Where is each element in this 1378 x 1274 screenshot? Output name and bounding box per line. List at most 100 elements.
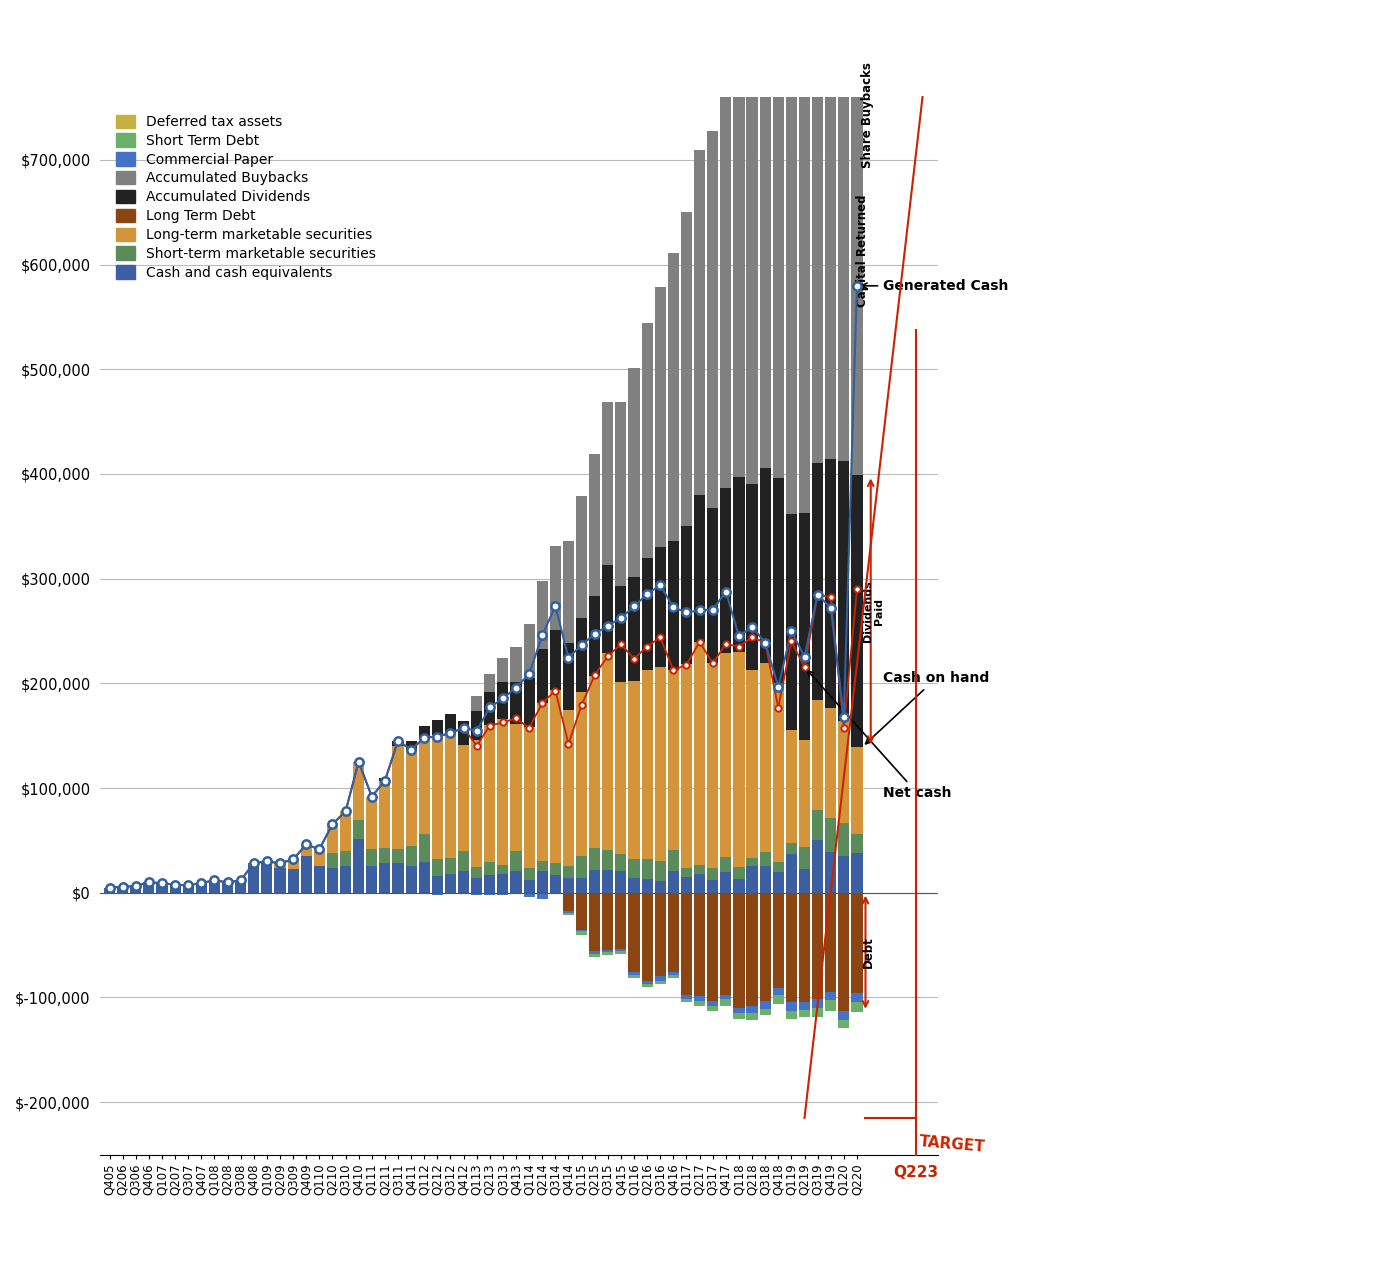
Bar — [484, 725, 495, 861]
Bar — [562, 878, 575, 893]
Bar — [471, 739, 482, 866]
Bar — [695, 996, 706, 1001]
Bar — [562, 643, 575, 710]
Bar — [576, 618, 587, 692]
Bar — [852, 1003, 863, 1012]
Bar — [785, 854, 796, 893]
Bar — [393, 862, 404, 893]
Bar — [812, 462, 823, 701]
Bar — [707, 1006, 718, 1012]
Bar — [616, 682, 627, 854]
Bar — [431, 720, 442, 735]
Bar — [602, 654, 613, 850]
Bar — [616, 893, 627, 949]
Bar — [668, 871, 679, 893]
Bar — [785, 1010, 796, 1018]
Bar — [550, 629, 561, 691]
Text: TARGET: TARGET — [919, 1134, 985, 1154]
Bar — [668, 541, 679, 670]
Bar — [628, 878, 639, 893]
Bar — [497, 682, 508, 720]
Bar — [799, 740, 810, 847]
Bar — [471, 893, 482, 894]
Bar — [616, 949, 627, 950]
Bar — [642, 985, 653, 987]
Bar — [536, 861, 548, 871]
Bar — [747, 865, 758, 893]
Bar — [393, 747, 404, 850]
Bar — [759, 0, 770, 468]
Bar — [445, 859, 456, 874]
Bar — [733, 652, 744, 868]
Bar — [825, 707, 836, 818]
Bar — [616, 403, 627, 586]
Bar — [707, 664, 718, 868]
Bar — [576, 496, 587, 618]
Bar — [419, 834, 430, 862]
Bar — [616, 871, 627, 893]
Bar — [759, 468, 770, 662]
Bar — [773, 683, 784, 862]
Bar — [695, 865, 706, 874]
Bar — [759, 1001, 770, 1009]
Bar — [655, 893, 666, 976]
Bar — [576, 893, 587, 930]
Bar — [628, 577, 639, 680]
Bar — [471, 866, 482, 878]
Bar — [457, 870, 469, 893]
Bar — [773, 478, 784, 683]
Bar — [799, 1001, 810, 1010]
Bar — [353, 820, 364, 840]
Bar — [825, 459, 836, 707]
Bar — [733, 1013, 744, 1019]
Bar — [562, 541, 575, 643]
Bar — [838, 1010, 849, 1020]
Bar — [733, 476, 744, 652]
Bar — [510, 851, 522, 870]
Bar — [838, 461, 849, 721]
Bar — [130, 887, 142, 893]
Bar — [733, 879, 744, 893]
Bar — [681, 999, 692, 1003]
Bar — [327, 868, 338, 893]
Bar — [852, 0, 863, 475]
Bar — [733, 1008, 744, 1013]
Bar — [471, 697, 482, 711]
Bar — [825, 818, 836, 852]
Bar — [799, 847, 810, 869]
Bar — [695, 642, 706, 865]
Bar — [747, 859, 758, 865]
Bar — [419, 862, 430, 893]
Bar — [747, 1006, 758, 1013]
Bar — [642, 981, 653, 985]
Bar — [405, 741, 416, 750]
Bar — [812, 810, 823, 840]
Bar — [576, 856, 587, 878]
Bar — [471, 878, 482, 893]
Bar — [695, 150, 706, 496]
Bar — [628, 972, 639, 975]
Bar — [799, 1010, 810, 1017]
Bar — [431, 860, 442, 875]
Bar — [785, 1003, 796, 1010]
Bar — [668, 972, 679, 975]
Bar — [785, 893, 796, 1003]
Bar — [262, 861, 273, 893]
Bar — [367, 796, 378, 848]
Bar — [681, 211, 692, 526]
Bar — [379, 778, 390, 781]
Bar — [825, 1000, 836, 1010]
Bar — [484, 893, 495, 894]
Bar — [655, 288, 666, 547]
Bar — [497, 865, 508, 874]
Bar — [721, 488, 732, 652]
Text: Q223: Q223 — [893, 1164, 938, 1180]
Bar — [576, 878, 587, 893]
Bar — [576, 692, 587, 856]
Bar — [536, 703, 548, 861]
Bar — [695, 893, 706, 996]
Bar — [562, 912, 575, 915]
Bar — [248, 862, 259, 893]
Bar — [300, 856, 311, 893]
Bar — [668, 670, 679, 850]
